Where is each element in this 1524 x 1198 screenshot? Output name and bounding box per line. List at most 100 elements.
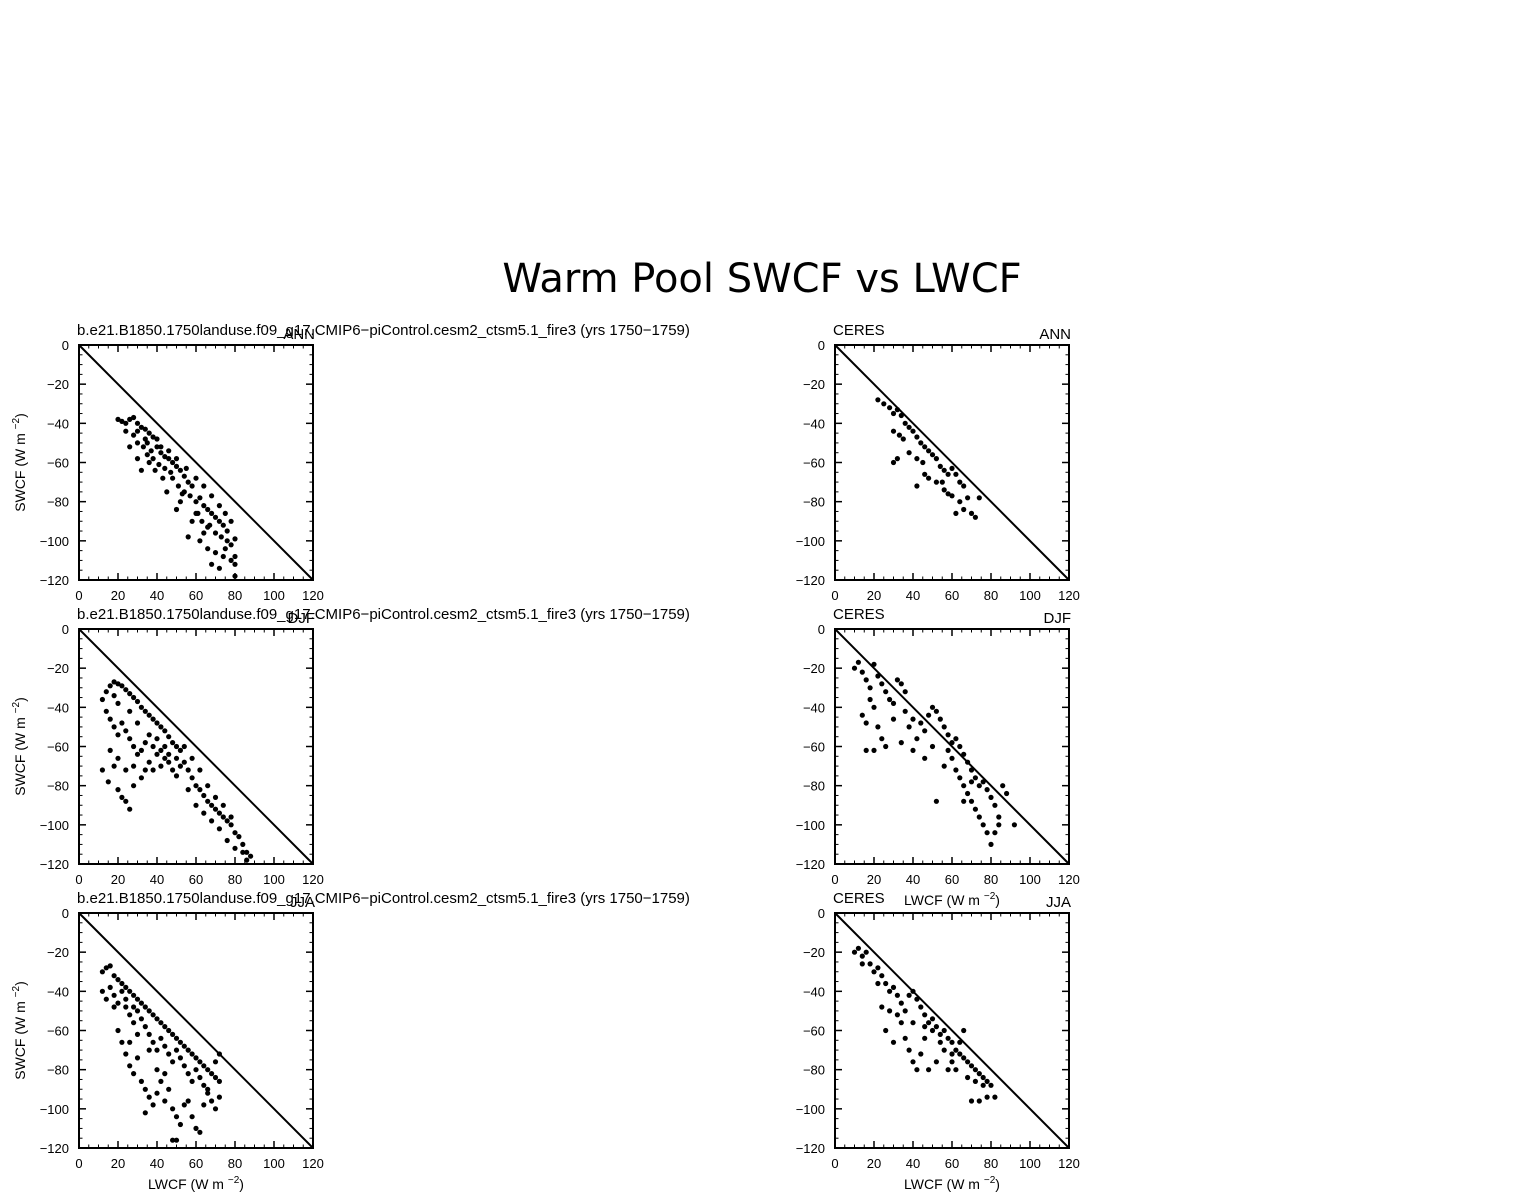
data-point: [162, 743, 168, 750]
data-point: [879, 1004, 885, 1010]
data-point: [216, 810, 222, 816]
data-point: [894, 407, 901, 413]
data-point: [216, 1094, 222, 1100]
data-point: [910, 1059, 916, 1065]
data-point: [937, 463, 943, 469]
data-point: [170, 459, 176, 466]
data-point: [119, 794, 125, 801]
data-point: [209, 510, 215, 516]
data-point: [918, 440, 924, 446]
data-point: [173, 1047, 180, 1053]
data-point: [945, 1035, 951, 1041]
data-point: [131, 414, 137, 421]
data-point: [162, 465, 168, 471]
y-axis-label-exponent: −2: [11, 417, 22, 429]
data-point: [197, 787, 203, 793]
data-point: [138, 424, 144, 430]
data-point: [992, 830, 998, 836]
data-point: [99, 988, 105, 994]
data-point: [968, 1063, 975, 1069]
data-point: [160, 475, 166, 481]
data-point: [922, 471, 928, 477]
y-tick-label: −60: [803, 740, 825, 755]
data-point: [875, 980, 881, 987]
data-point: [890, 1039, 897, 1045]
data-point: [922, 1024, 928, 1030]
panel-season-label: JJA: [1046, 894, 1071, 911]
data-point: [945, 747, 951, 754]
data-point: [976, 783, 982, 789]
data-point: [972, 775, 979, 781]
panel-season-label: ANN: [283, 326, 315, 343]
data-point: [105, 779, 111, 785]
data-point: [910, 1020, 916, 1026]
x-tick-label: 40: [150, 588, 164, 603]
data-point: [212, 530, 219, 536]
data-point: [162, 728, 168, 734]
data-point: [914, 434, 920, 440]
data-point: [201, 530, 207, 536]
data-point: [1011, 822, 1018, 828]
data-point: [212, 1074, 219, 1081]
data-point: [232, 845, 238, 851]
data-point: [248, 853, 254, 859]
data-point: [189, 755, 195, 761]
data-point: [189, 483, 195, 489]
panel-left-title: b.e21.B1850.1750landuse.f09_g17.CMIP6−pi…: [77, 890, 690, 907]
data-point: [127, 1063, 133, 1069]
data-point: [883, 743, 889, 750]
data-point: [189, 1051, 195, 1057]
data-point: [134, 1031, 141, 1037]
data-point: [146, 759, 152, 765]
data-point: [929, 452, 936, 458]
data-point: [863, 677, 869, 683]
data-point: [220, 553, 226, 560]
data-point: [902, 420, 908, 426]
data-point: [933, 1024, 940, 1030]
data-point: [115, 755, 121, 761]
data-point: [879, 736, 885, 742]
y-tick-label: 0: [818, 338, 825, 353]
panel-left-title: CERES: [833, 890, 885, 907]
data-point: [189, 518, 195, 524]
data-point: [162, 755, 168, 761]
data-point: [142, 426, 148, 432]
x-tick-label: 120: [1058, 1156, 1080, 1171]
data-point: [945, 1067, 951, 1073]
data-point: [154, 436, 160, 442]
data-point: [968, 767, 975, 773]
data-point: [107, 984, 113, 991]
data-point: [871, 969, 877, 975]
x-tick-label: 120: [1058, 588, 1080, 603]
data-point: [115, 787, 121, 793]
data-point: [99, 969, 105, 975]
x-tick-label: 100: [1019, 588, 1041, 603]
data-point: [119, 980, 125, 987]
data-point: [209, 1098, 215, 1104]
data-point: [941, 487, 947, 493]
data-point: [859, 953, 865, 959]
data-point: [166, 734, 172, 740]
data-point: [142, 1024, 148, 1030]
data-point: [894, 456, 901, 462]
data-point: [123, 728, 129, 734]
data-point: [953, 471, 959, 477]
data-point: [154, 720, 160, 726]
data-point: [185, 767, 191, 773]
data-point: [232, 553, 238, 560]
data-point: [883, 980, 889, 987]
data-point: [166, 456, 172, 462]
data-point: [201, 503, 207, 509]
y-tick-label: −40: [47, 700, 69, 715]
reference-line: [78, 344, 314, 581]
data-point: [150, 743, 156, 750]
data-point: [193, 783, 199, 789]
x-axis-label-close: ): [239, 1176, 244, 1192]
data-point: [150, 1102, 156, 1108]
data-point: [863, 949, 869, 955]
data-point: [933, 798, 940, 804]
data-point: [212, 514, 219, 520]
data-point: [929, 1027, 936, 1034]
x-tick-label: 0: [75, 588, 82, 603]
y-tick-label: 0: [818, 906, 825, 921]
